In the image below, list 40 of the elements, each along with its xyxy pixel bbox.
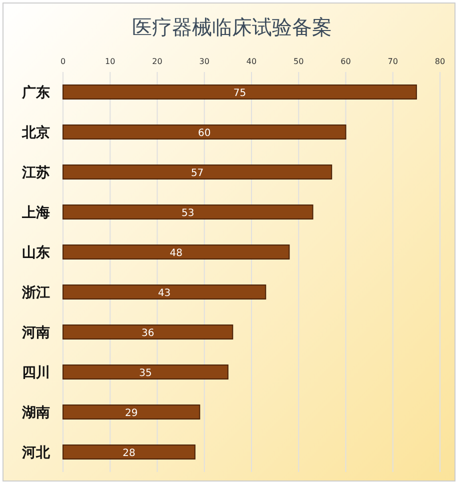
- bar: [62, 364, 228, 380]
- x-tick-label: 40: [246, 57, 257, 66]
- y-tick-label: 江苏: [21, 165, 50, 181]
- bar: [62, 404, 200, 420]
- x-tick-label: 10: [105, 57, 116, 66]
- data-label: 35: [139, 368, 152, 379]
- bar: [62, 284, 266, 300]
- y-tick-label: 河南: [21, 325, 50, 341]
- data-label: 53: [182, 208, 194, 219]
- y-tick-label: 上海: [21, 205, 50, 221]
- data-label: 43: [158, 288, 171, 299]
- data-label: 57: [190, 168, 204, 179]
- data-label: 48: [170, 248, 182, 259]
- x-tick-label: 50: [294, 57, 304, 66]
- bar: [62, 204, 314, 220]
- bar: [62, 324, 234, 340]
- y-tick-label: 四川: [22, 365, 50, 381]
- x-tick-label: 70: [388, 57, 398, 66]
- data-label: 60: [198, 128, 211, 139]
- y-tick-label: 湖南: [21, 405, 50, 421]
- data-label: 36: [141, 328, 154, 339]
- x-tick-label: 80: [434, 57, 446, 66]
- chart-title: 医疗器械临床试验备案: [132, 15, 332, 39]
- data-label: 28: [122, 448, 136, 459]
- y-tick-label: 河北: [21, 445, 51, 461]
- y-tick-label: 浙江: [21, 285, 50, 301]
- data-label: 75: [233, 88, 246, 99]
- x-tick-label: 0: [60, 57, 66, 66]
- x-tick-label: 20: [152, 57, 162, 66]
- data-label: 29: [124, 408, 138, 419]
- bar: [62, 444, 196, 460]
- y-tick-label: 北京: [21, 124, 50, 141]
- x-tick-label: 60: [340, 57, 351, 66]
- y-tick-label: 山东: [22, 244, 50, 261]
- y-tick-label: 广东: [21, 84, 50, 101]
- x-tick-label: 30: [199, 57, 210, 66]
- bar: [62, 124, 346, 140]
- bar: [62, 164, 332, 180]
- bar: [62, 244, 290, 260]
- bar: [62, 84, 417, 100]
